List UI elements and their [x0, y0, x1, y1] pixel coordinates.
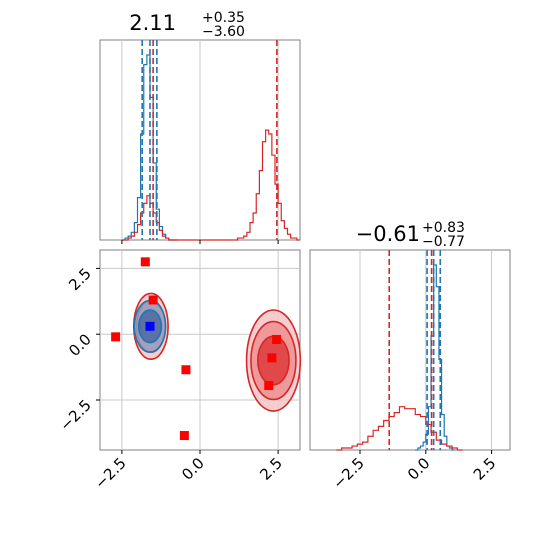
marginal-y-title-minus: −0.77	[422, 234, 465, 250]
joint-x-tick-label-2: 2.5	[256, 454, 286, 484]
marginal-y-tick-label-1: 0.0	[404, 454, 434, 484]
joint-red-point-2	[111, 332, 121, 342]
joint-red-point-3	[181, 365, 191, 375]
marginal-y-tick-label-2: 2.5	[470, 454, 500, 484]
marginal-x-title: 2.11	[129, 11, 176, 35]
joint-red-point-5	[272, 334, 282, 344]
joint-red-point-6	[267, 353, 277, 363]
marginal-x-title-minus: −3.60	[202, 24, 245, 40]
joint-panel: −2.5 0.0 2.5 2.5 0.0 −2.5	[56, 249, 302, 493]
joint-red-point-4	[179, 431, 189, 441]
marginal-x-ticks	[121, 240, 279, 244]
marginal-y-panel: −2.5 0.0 2.5 −0.61 +0.83 −0.77	[309, 220, 511, 493]
joint-y-tick-label-1: 0.0	[65, 330, 95, 360]
marginal-y-title-plus: +0.83	[422, 220, 465, 236]
marginal-y-quantile-lines	[388, 250, 442, 450]
joint-points	[111, 257, 282, 441]
joint-red-point-7	[264, 381, 274, 391]
marginal-y-frame	[309, 249, 511, 451]
joint-x-tick-label-1: 0.0	[178, 454, 208, 484]
marginal-y-ticks: −2.5 0.0 2.5	[329, 450, 499, 493]
marginal-y-tick-label-0: −2.5	[329, 454, 367, 492]
joint-red-point-0	[140, 257, 150, 267]
marginal-x-grid	[121, 40, 279, 240]
marginal-x-panel: 2.11 +0.35 −3.60	[99, 10, 301, 244]
marginal-y-title: −0.61	[356, 222, 420, 246]
joint-x-tick-label-0: −2.5	[91, 454, 129, 492]
marginal-x-quantile-lines	[141, 40, 278, 240]
joint-y-tick-label-2: −2.5	[56, 396, 94, 434]
marginal-y-histograms	[336, 264, 463, 451]
marginal-x-title-value: 2.11	[129, 11, 176, 35]
marginal-y-title-value: −0.61	[356, 222, 420, 246]
marginal-y-histogram-1	[336, 406, 463, 451]
joint-red-point-1	[148, 295, 158, 305]
joint-blue-point-0	[145, 321, 155, 331]
joint-y-tick-label-0: 2.5	[65, 265, 95, 295]
marginal-x-title-plus: +0.35	[202, 10, 245, 26]
